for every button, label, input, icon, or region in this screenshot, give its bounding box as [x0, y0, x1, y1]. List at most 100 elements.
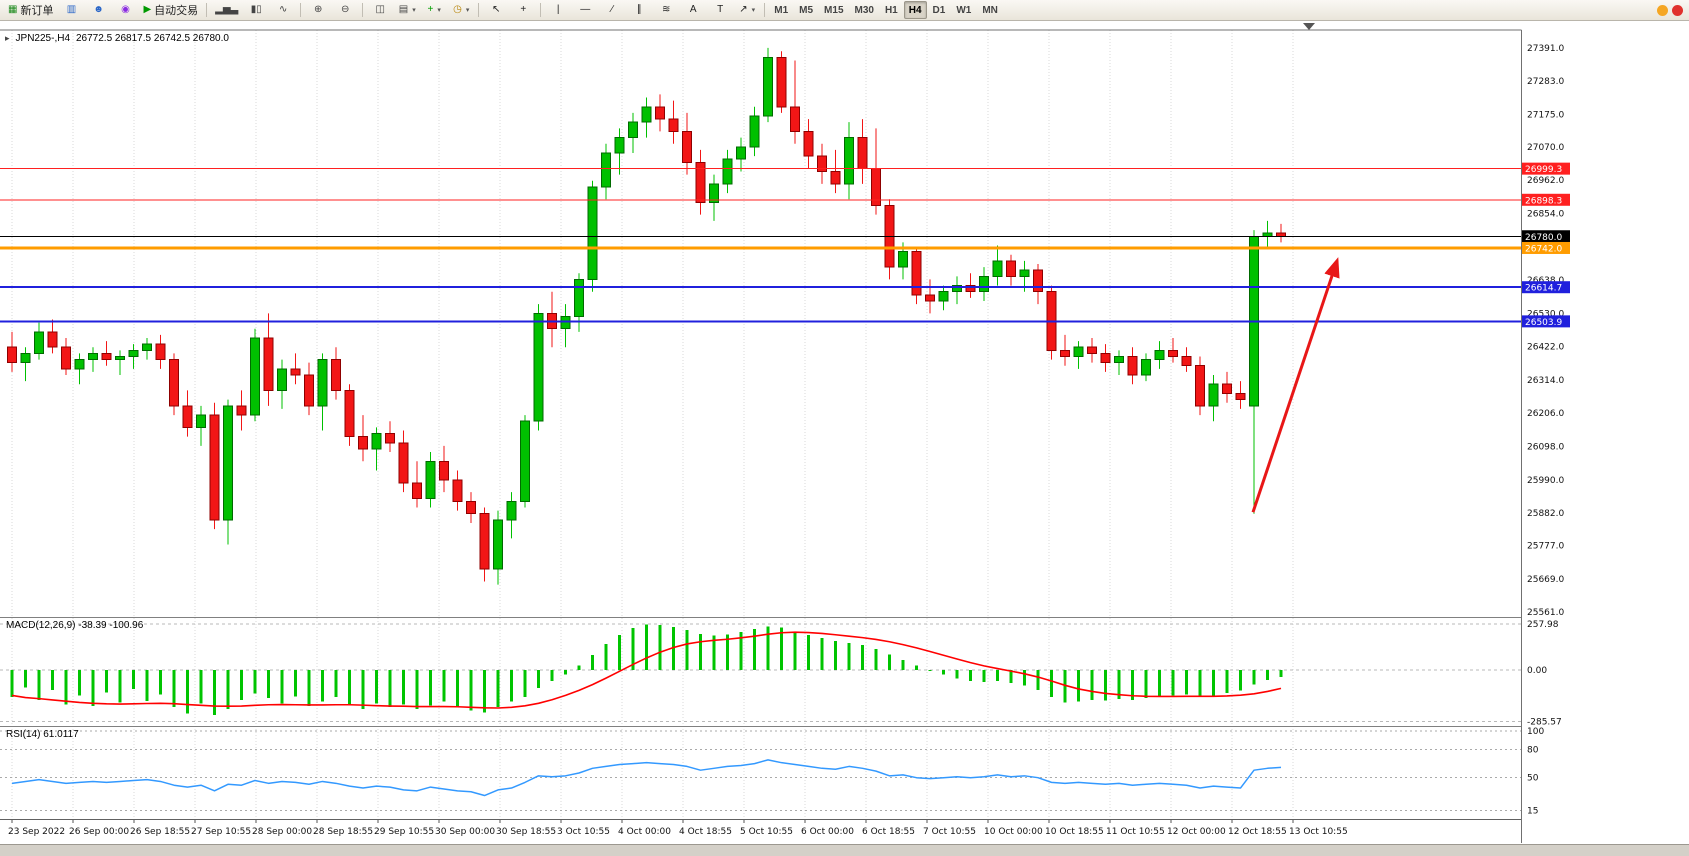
candle-body — [898, 251, 908, 268]
toolbar-separator — [478, 3, 480, 17]
period-button[interactable]: ◷ ▾ — [448, 1, 474, 20]
macd-histogram-bar — [1117, 670, 1121, 699]
candle-body — [371, 433, 382, 450]
macd-histogram-bar — [510, 670, 513, 702]
price-tag-label: 26780.0 — [1525, 233, 1562, 243]
zoom-out-button[interactable]: ⊖ — [332, 1, 358, 20]
new-order-button[interactable]: ▦ 新订单 — [4, 1, 57, 20]
alerts-button[interactable]: ◉ — [112, 1, 138, 20]
bar-chart-button[interactable]: ▂▅▃ — [211, 1, 242, 20]
candle-body — [20, 352, 31, 364]
timeframe-button-m1[interactable]: M1 — [774, 4, 789, 16]
bar-chart-icon: ▂▅▃ — [215, 4, 239, 15]
macd-histogram-bar — [523, 670, 527, 698]
chevron-down-icon[interactable]: ▾ — [465, 7, 470, 14]
candle-body — [520, 420, 530, 502]
warning-badge[interactable] — [1657, 4, 1668, 16]
trendline-button[interactable]: ∕ — [599, 1, 625, 20]
arrows-button[interactable]: ↗ ▾ — [734, 1, 760, 20]
candle-body — [682, 130, 692, 163]
timeframe-button-m15[interactable]: M15 — [824, 4, 844, 16]
candle-body — [290, 368, 301, 376]
candle-body — [1019, 269, 1030, 277]
timeframe-button-mn[interactable]: MN — [982, 4, 998, 16]
macd-histogram-bar — [91, 670, 95, 707]
chevron-down-icon[interactable]: ▾ — [751, 7, 756, 14]
macd-histogram-bar — [213, 670, 216, 716]
timeframe-button-m5[interactable]: M5 — [799, 4, 814, 16]
time-axis-label: 28 Sep 00:00 — [252, 827, 312, 837]
timeframe-button-h1[interactable]: H1 — [884, 4, 898, 16]
market-watch-button[interactable]: ☻ — [85, 1, 111, 20]
new-chart-button[interactable]: ▤ ▾ — [394, 1, 420, 20]
chart-shift-marker — [1303, 23, 1315, 30]
horizontal-line-button[interactable]: — — [572, 1, 598, 20]
time-axis-label: 6 Oct 18:55 — [862, 827, 915, 837]
macd-histogram-bar — [1104, 670, 1107, 701]
candle-body — [385, 433, 395, 444]
vertical-line-button[interactable]: | — [545, 1, 571, 20]
candle-body — [952, 285, 962, 293]
macd-histogram-bar — [1198, 670, 1202, 697]
candle-body — [641, 106, 652, 123]
candle-body — [655, 106, 665, 120]
macd-histogram-bar — [10, 670, 14, 698]
timeframe-button-h4[interactable]: H4 — [903, 1, 927, 19]
chart-menu-icon[interactable]: ▸ — [5, 33, 10, 43]
indicators-button[interactable]: + ▾ — [421, 1, 447, 20]
play-icon: ▶ — [143, 4, 152, 15]
text-label-button[interactable]: T — [707, 1, 733, 20]
chevron-down-icon[interactable]: ▾ — [412, 7, 416, 14]
rsi-axis-label: 100 — [1527, 727, 1544, 737]
text-button[interactable]: A — [680, 1, 706, 20]
channel-button[interactable]: ∥ — [626, 1, 652, 20]
toolbar: ▦ 新订单 ▥ ☻ ◉ ▶ 自动交易 ▂▅▃ ▮▯ ∿ ⊕ ⊖ ◫ ▤ ▾ + ▾ ◷ ▾ ↖ + | — ∕ ∥ ≋ A T ↗ ▾ M1… — [0, 0, 1689, 21]
fibonacci-button[interactable]: ≋ — [653, 1, 679, 20]
crosshair-button[interactable]: + — [510, 1, 536, 20]
price-axis-label: 26098.0 — [1527, 443, 1564, 453]
tile-windows-button[interactable]: ◫ — [367, 1, 393, 20]
price-tag — [1522, 241, 1570, 254]
candle-body — [47, 331, 58, 348]
line-chart-button[interactable]: ∿ — [270, 1, 296, 20]
candle-body — [101, 352, 112, 361]
timeframe-button-d1[interactable]: D1 — [932, 4, 946, 16]
price-axis-label: 26962.0 — [1527, 176, 1564, 186]
candle-body — [992, 260, 1003, 277]
trend-arrow[interactable] — [1251, 257, 1340, 513]
autotrade-button[interactable]: ▶ 自动交易 — [139, 1, 202, 20]
candle-body — [560, 315, 571, 330]
chart-windows-button[interactable]: ▥ — [58, 1, 84, 20]
candle-body — [304, 374, 314, 407]
time-axis-label: 26 Sep 18:55 — [130, 827, 190, 837]
candle-body — [722, 158, 733, 185]
macd-histogram-bar — [847, 643, 851, 671]
price-axis-label: 26530.0 — [1527, 309, 1564, 319]
stacked-windows-icon: ▤ — [398, 4, 409, 15]
candle-body — [1235, 392, 1246, 401]
macd-histogram-bar — [240, 670, 243, 700]
timeframe-button-m30[interactable]: M30 — [854, 4, 874, 16]
macd-histogram-bar — [24, 670, 27, 688]
macd-histogram-bar — [375, 670, 378, 704]
cursor-button[interactable]: ↖ — [483, 1, 509, 20]
time-axis-label: 26 Sep 00:00 — [69, 827, 129, 837]
candlestick-chart-button[interactable]: ▮▯ — [243, 1, 269, 20]
candle-body — [331, 359, 341, 391]
macd-histogram-bar — [901, 659, 905, 671]
rsi-axis-label: 80 — [1527, 746, 1539, 756]
notification-badge[interactable] — [1672, 4, 1683, 16]
macd-histogram-bar — [712, 635, 716, 671]
macd-histogram-bar — [64, 670, 68, 705]
macd-histogram-bar — [145, 670, 149, 701]
fibonacci-icon: ≋ — [662, 4, 671, 15]
candle-body — [439, 460, 449, 481]
timeframe-button-w1[interactable]: W1 — [956, 4, 972, 16]
zoom-in-button[interactable]: ⊕ — [305, 1, 331, 20]
time-axis-label: 30 Sep 18:55 — [496, 827, 556, 837]
macd-histogram-bar — [685, 630, 689, 671]
macd-histogram-bar — [807, 634, 810, 671]
chevron-down-icon[interactable]: ▾ — [437, 7, 441, 14]
macd-histogram-bar — [604, 644, 608, 671]
